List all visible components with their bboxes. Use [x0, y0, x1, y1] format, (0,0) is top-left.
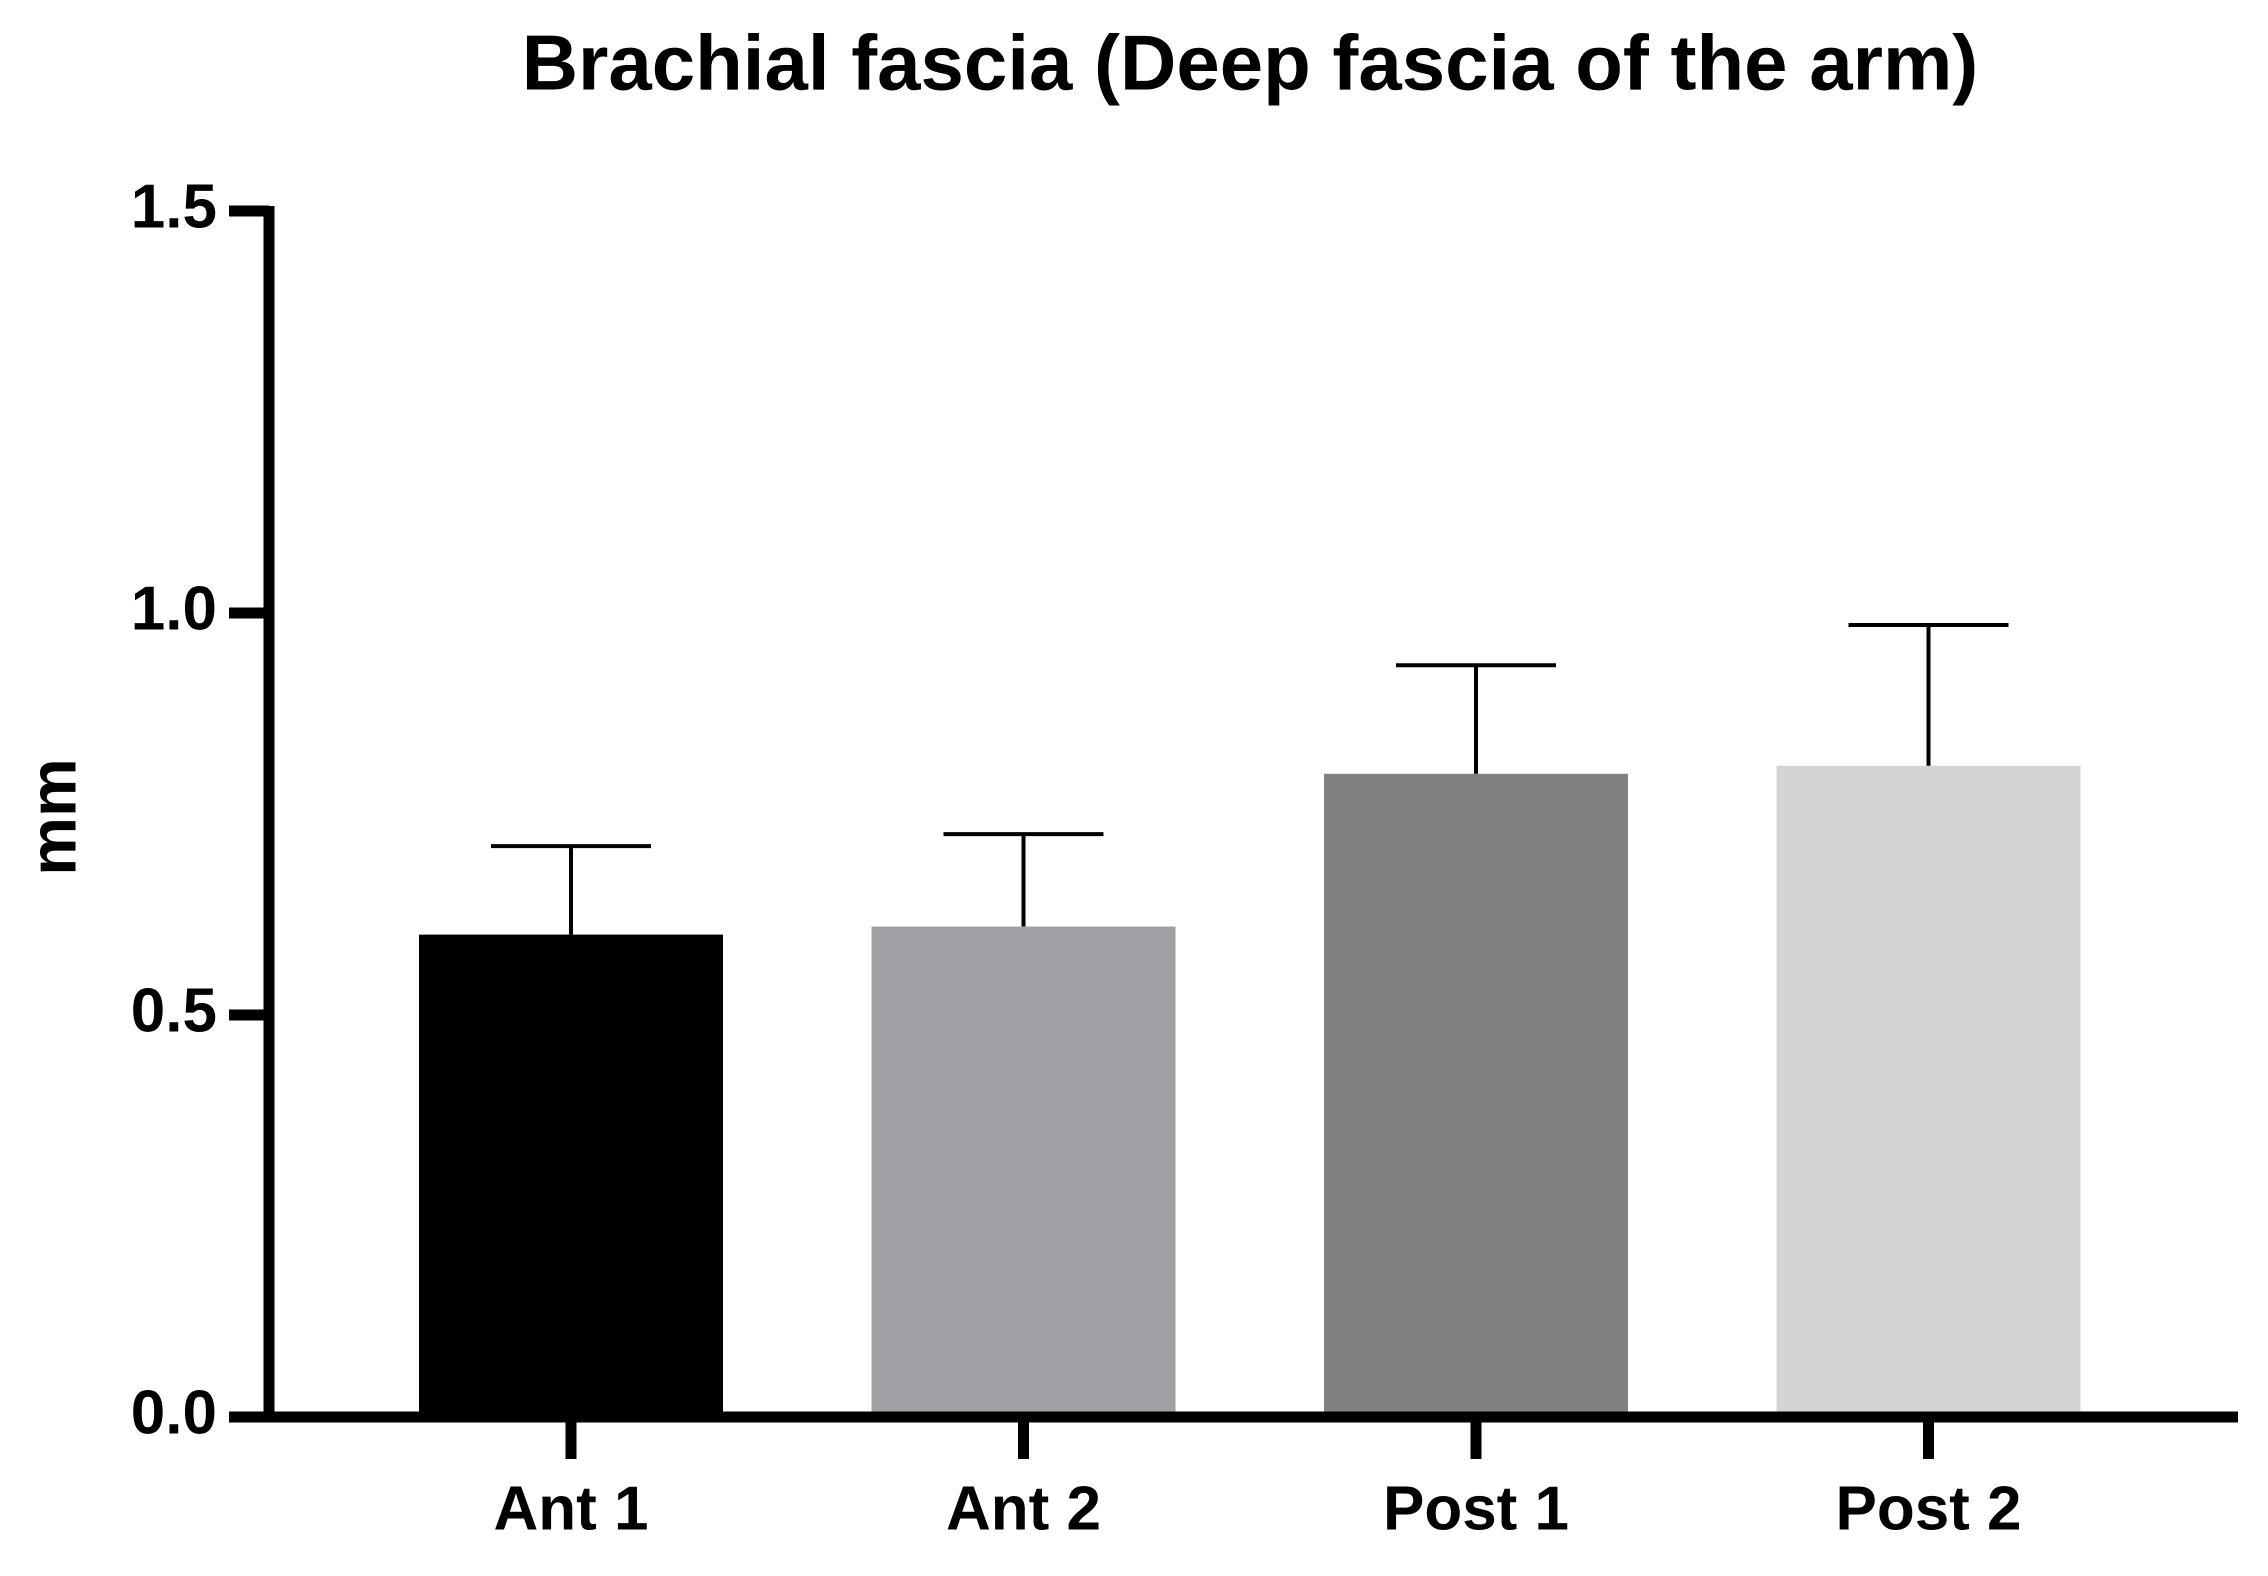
x-tick-label: Post 1 — [1383, 1474, 1569, 1543]
bar — [1324, 773, 1628, 1417]
x-tick-label: Ant 2 — [946, 1474, 1101, 1543]
chart-title: Brachial fascia (Deep fascia of the arm) — [522, 19, 1979, 107]
y-tick-label: 1.0 — [131, 574, 217, 643]
x-tick-label: Post 2 — [1835, 1474, 2021, 1543]
x-tick-label: Ant 1 — [494, 1474, 649, 1543]
bar — [1776, 765, 2081, 1417]
y-axis-label: mm — [15, 758, 89, 875]
y-tick-label: 0.0 — [131, 1378, 217, 1447]
bar — [419, 934, 723, 1417]
y-tick-label: 0.5 — [131, 976, 217, 1045]
bar — [871, 926, 1176, 1417]
y-tick-label: 1.5 — [131, 172, 217, 241]
